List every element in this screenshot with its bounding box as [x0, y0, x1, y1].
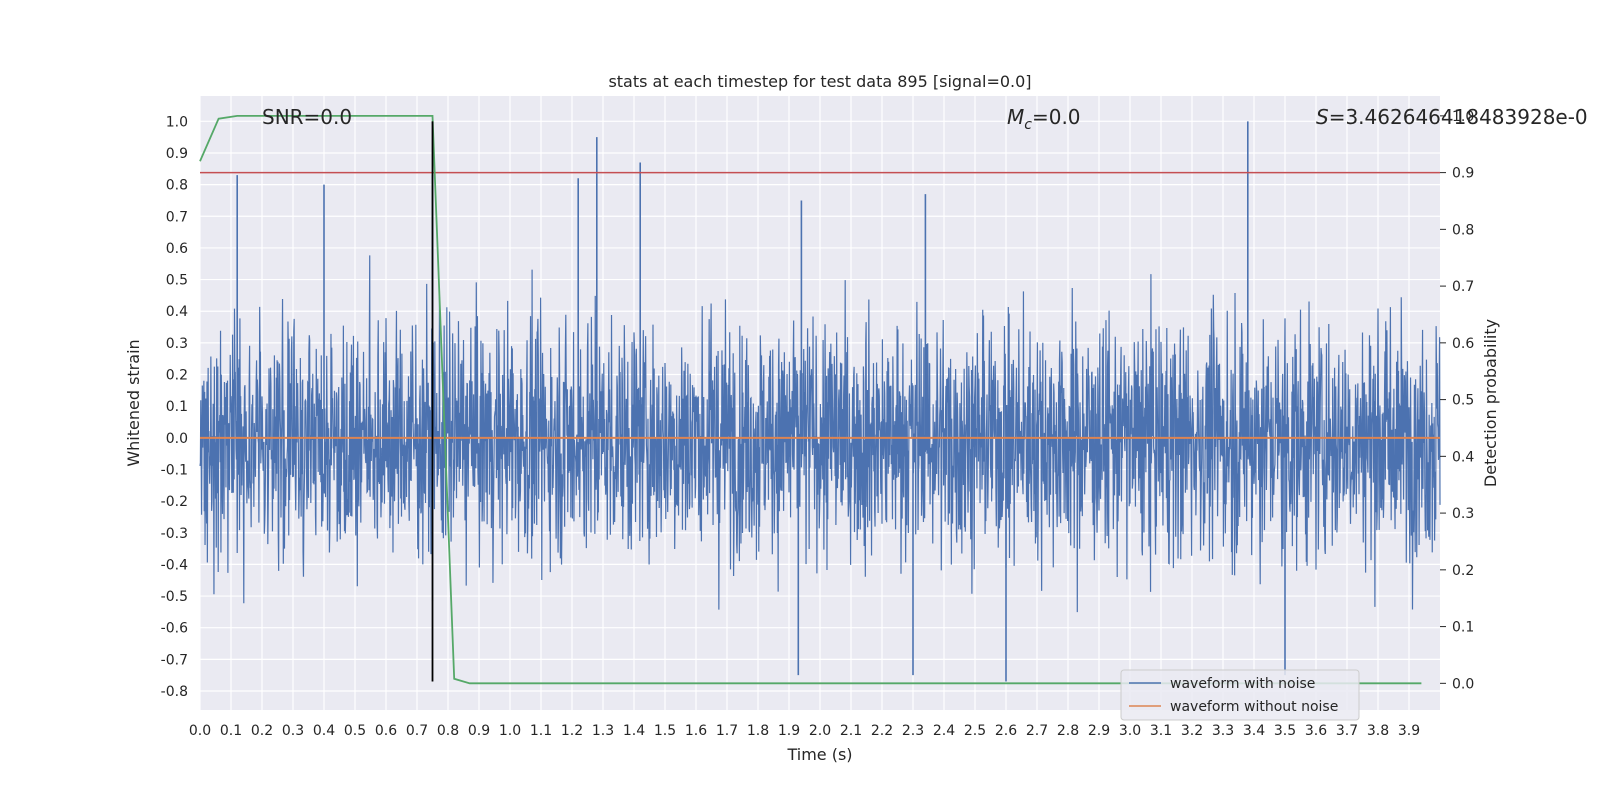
- y-tick-label: 0.4: [166, 304, 188, 320]
- x-tick-label: 2.5: [964, 723, 986, 739]
- y-tick-label: 0.3: [166, 336, 188, 352]
- x-tick-label: 1.9: [778, 723, 800, 739]
- y2-tick-label: 0.5: [1452, 393, 1474, 409]
- y-tick-label: -0.8: [161, 684, 188, 700]
- y-tick-label: -0.3: [161, 526, 188, 542]
- x-tick-label: 0.5: [344, 723, 366, 739]
- s-symbol: S: [1316, 105, 1329, 129]
- x-tick-label: 2.0: [809, 723, 831, 739]
- x-axis-label: Time (s): [786, 745, 852, 764]
- chart-title: stats at each timestep for test data 895…: [608, 72, 1031, 91]
- x-tick-label: 3.9: [1398, 723, 1420, 739]
- s-value: =3.462646418483928e-0: [1329, 105, 1588, 129]
- x-tick-label: 2.9: [1088, 723, 1110, 739]
- y2-tick-label: 0.8: [1452, 222, 1474, 238]
- x-tick-label: 1.0: [499, 723, 521, 739]
- x-tick-label: 0.9: [468, 723, 490, 739]
- x-tick-label: 1.8: [747, 723, 769, 739]
- x-tick-label: 0.1: [220, 723, 242, 739]
- x-tick-label: 2.4: [933, 723, 955, 739]
- x-tick-label: 3.7: [1336, 723, 1358, 739]
- mc-annotation: Mc=0.0: [1007, 105, 1081, 133]
- x-tick-label: 1.6: [685, 723, 707, 739]
- x-tick-label: 0.3: [282, 723, 304, 739]
- y2-tick-labels: 1.0 0.9 0.8 0.7 0.6 0.5 0.4 0.3 0.2 0.1 0.0: [1440, 109, 1474, 692]
- x-tick-label: 1.7: [716, 723, 738, 739]
- x-tick-label: 0.2: [251, 723, 273, 739]
- x-tick-label: 1.1: [530, 723, 552, 739]
- x-tick-label: 2.1: [840, 723, 862, 739]
- mc-value: =0.0: [1032, 105, 1081, 129]
- s-annotation: S=3.462646418483928e-0: [1316, 105, 1588, 129]
- x-tick-label: 2.6: [995, 723, 1017, 739]
- x-tick-label: 2.3: [902, 723, 924, 739]
- legend-box: [1120, 669, 1360, 721]
- x-tick-label: 2.2: [871, 723, 893, 739]
- x-tick-label: 2.8: [1057, 723, 1079, 739]
- y2-tick-label: 0.6: [1452, 336, 1474, 352]
- y2-tick-label: 0.4: [1452, 449, 1474, 465]
- x-tick-label: 2.7: [1026, 723, 1048, 739]
- x-tick-label: 1.2: [561, 723, 583, 739]
- detection-probability-line: [199, 114, 1422, 685]
- x-tick-label: 3.8: [1367, 723, 1389, 739]
- noise-trace: [199, 255, 1441, 613]
- y-tick-label: 0.5: [166, 273, 188, 289]
- y2-tick-label: 0.9: [1452, 166, 1474, 182]
- x-tick-label: 1.5: [654, 723, 676, 739]
- y-tick-label: 0.2: [166, 368, 188, 384]
- legend: waveform with noise waveform without noi…: [1120, 669, 1360, 721]
- y-tick-label: -0.2: [161, 494, 188, 510]
- mc-symbol: M: [1007, 105, 1024, 129]
- y-tick-label: -0.4: [161, 557, 188, 573]
- legend-label-clean: waveform without noise: [1170, 699, 1338, 715]
- y-tick-label: 0.8: [166, 178, 188, 194]
- y-axis-label: Whitened strain: [124, 339, 143, 466]
- x-tick-label: 0.4: [313, 723, 335, 739]
- x-tick-label: 3.3: [1212, 723, 1234, 739]
- y-tick-labels: 1.0 0.9 0.8 0.7 0.6 0.5 0.4 0.3 0.2 0.1 0.0 -0.1 -0.…: [161, 114, 188, 700]
- x-tick-label: 0.6: [375, 723, 397, 739]
- x-tick-label: 3.1: [1150, 723, 1172, 739]
- y2-tick-label: 0.0: [1452, 676, 1474, 692]
- y-tick-label: -0.6: [161, 621, 188, 637]
- legend-label-noise: waveform with noise: [1170, 676, 1315, 692]
- y2-tick-label: 1.0: [1452, 109, 1474, 125]
- y-tick-label: 0.0: [166, 431, 188, 447]
- snr-annotation: SNR=0.0: [262, 105, 352, 129]
- y2-tick-label: 0.2: [1452, 563, 1474, 579]
- x-tick-label: 1.4: [623, 723, 645, 739]
- x-tick-label: 0.0: [189, 723, 211, 739]
- y2-tick-label: 0.1: [1452, 620, 1474, 636]
- y-tick-label: 0.1: [166, 399, 188, 415]
- y-tick-label: 0.7: [166, 209, 188, 225]
- x-tick-label: 3.6: [1305, 723, 1327, 739]
- y2-axis-label: Detection probability: [1481, 319, 1500, 487]
- y-tick-label: 0.6: [166, 241, 188, 257]
- y2-tick-label: 0.7: [1452, 279, 1474, 295]
- x-tick-label: 1.3: [592, 723, 614, 739]
- x-tick-label: 3.0: [1119, 723, 1141, 739]
- line-series: [199, 114, 1440, 685]
- noise-series: [199, 121, 1441, 682]
- x-tick-label: 3.2: [1181, 723, 1203, 739]
- mc-subscript: c: [1024, 117, 1032, 133]
- y-tick-label: -0.1: [161, 462, 188, 478]
- y-tick-label: -0.5: [161, 589, 188, 605]
- x-tick-label: 3.4: [1243, 723, 1265, 739]
- y-tick-label: -0.7: [161, 652, 188, 668]
- y2-tick-label: 0.3: [1452, 506, 1474, 522]
- x-tick-labels: 0.0 0.1 0.2 0.3 0.4 0.5 0.6 0.7 0.8 0.9 1.0 1.1 1.2 1…: [189, 723, 1420, 739]
- x-tick-label: 3.5: [1274, 723, 1296, 739]
- y-tick-label: 1.0: [166, 114, 188, 130]
- y-tick-label: 0.9: [166, 146, 188, 162]
- x-tick-label: 0.8: [437, 723, 459, 739]
- x-tick-label: 0.7: [406, 723, 428, 739]
